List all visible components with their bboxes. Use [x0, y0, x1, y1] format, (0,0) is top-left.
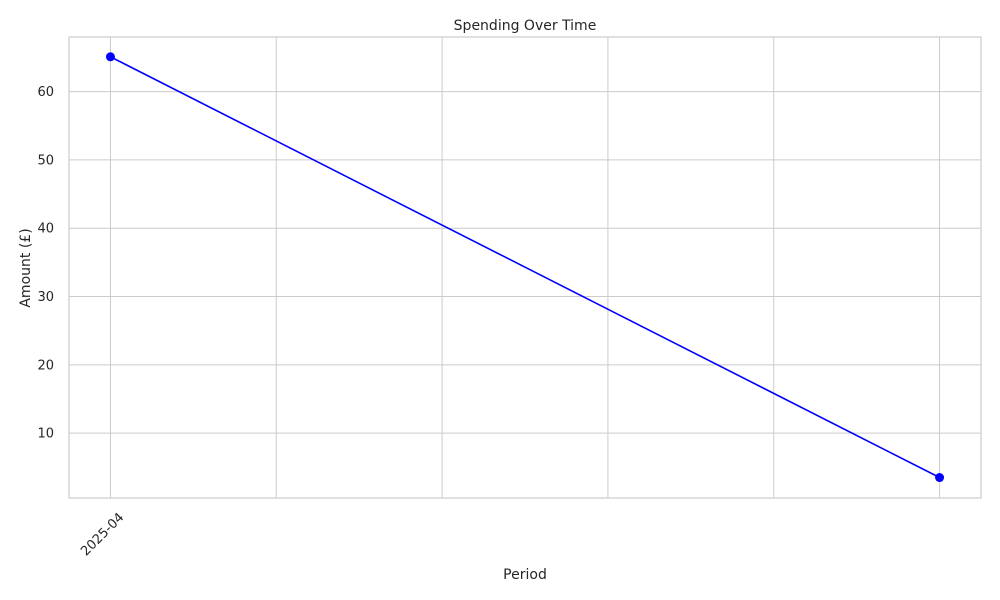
y-tick-label: 50 [37, 153, 54, 168]
data-point-1 [935, 473, 945, 483]
plot-frame [68, 36, 982, 499]
y-axis-ticks: 10 20 30 40 50 60 [37, 85, 54, 441]
series-layer [105, 52, 945, 483]
y-axis-label: Amount (£) [18, 228, 34, 307]
data-point-0 [105, 52, 115, 62]
chart-title: Spending Over Time [454, 18, 597, 34]
x-axis-label: Period [503, 567, 547, 583]
y-tick-label: 40 [37, 222, 54, 237]
x-axis-ticks: 2025-04 [78, 510, 127, 559]
grid-lines [69, 37, 981, 498]
y-tick-label: 20 [37, 358, 54, 373]
y-tick-label: 60 [37, 85, 54, 100]
y-tick-label: 10 [37, 427, 54, 442]
y-tick-label: 30 [37, 290, 54, 305]
x-tick-label: 2025-04 [78, 510, 127, 559]
series-line [110, 56, 940, 479]
